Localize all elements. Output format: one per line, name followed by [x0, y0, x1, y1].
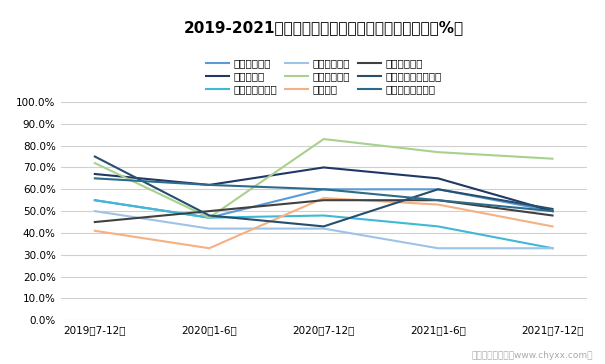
供应商配送时间指数 [91, 154, 99, 159]
Title: 2019-2021年中国塑料建筑模板行业九大指数统计（%）: 2019-2021年中国塑料建筑模板行业九大指数统计（%） [183, 20, 464, 35]
新订单指数 [206, 183, 213, 187]
投入价格指数 [549, 157, 556, 161]
投入价格指数 [206, 215, 213, 220]
供应商配送时间指数 [206, 213, 213, 218]
价格指数 [206, 246, 213, 250]
Legend: 业务总量指数, 新订单指数, 未完成订单指数, 物资库存指数, 投入价格指数, 价格指数, 企业员工指数, 供应商配送时间指数, 业务活动预期指数: 业务总量指数, 新订单指数, 未完成订单指数, 物资库存指数, 投入价格指数, … [206, 58, 442, 95]
Line: 投入价格指数: 投入价格指数 [95, 139, 552, 218]
价格指数 [549, 224, 556, 229]
企业员工指数 [549, 213, 556, 218]
供应商配送时间指数 [320, 224, 327, 229]
物资库存指数 [91, 209, 99, 213]
业务总量指数 [549, 209, 556, 213]
Line: 新订单指数: 新订单指数 [95, 167, 552, 211]
业务活动预期指数 [206, 183, 213, 187]
新订单指数 [320, 165, 327, 170]
Line: 企业员工指数: 企业员工指数 [95, 200, 552, 222]
未完成订单指数 [91, 198, 99, 202]
新订单指数 [91, 172, 99, 176]
物资库存指数 [549, 246, 556, 250]
投入价格指数 [434, 150, 442, 154]
业务活动预期指数 [320, 187, 327, 191]
未完成订单指数 [549, 246, 556, 250]
企业员工指数 [91, 220, 99, 224]
企业员工指数 [434, 198, 442, 202]
供应商配送时间指数 [549, 207, 556, 211]
业务活动预期指数 [549, 209, 556, 213]
企业员工指数 [320, 198, 327, 202]
业务总量指数 [320, 187, 327, 191]
Line: 供应商配送时间指数: 供应商配送时间指数 [95, 157, 552, 226]
新订单指数 [549, 209, 556, 213]
Line: 物资库存指数: 物资库存指数 [95, 211, 552, 248]
Line: 业务活动预期指数: 业务活动预期指数 [95, 178, 552, 211]
业务总量指数 [206, 215, 213, 220]
业务活动预期指数 [434, 198, 442, 202]
Line: 价格指数: 价格指数 [95, 198, 552, 248]
业务活动预期指数 [91, 176, 99, 181]
物资库存指数 [206, 226, 213, 231]
Text: 制图：智研咨询（www.chyxx.com）: 制图：智研咨询（www.chyxx.com） [471, 351, 593, 360]
价格指数 [320, 196, 327, 200]
业务总量指数 [91, 198, 99, 202]
价格指数 [91, 229, 99, 233]
投入价格指数 [91, 161, 99, 165]
新订单指数 [434, 176, 442, 181]
未完成订单指数 [434, 224, 442, 229]
企业员工指数 [206, 209, 213, 213]
供应商配送时间指数 [434, 187, 442, 191]
Line: 未完成订单指数: 未完成订单指数 [95, 200, 552, 248]
未完成订单指数 [206, 215, 213, 220]
业务总量指数 [434, 187, 442, 191]
投入价格指数 [320, 137, 327, 141]
Line: 业务总量指数: 业务总量指数 [95, 189, 552, 218]
物资库存指数 [320, 226, 327, 231]
未完成订单指数 [320, 213, 327, 218]
价格指数 [434, 202, 442, 207]
物资库存指数 [434, 246, 442, 250]
